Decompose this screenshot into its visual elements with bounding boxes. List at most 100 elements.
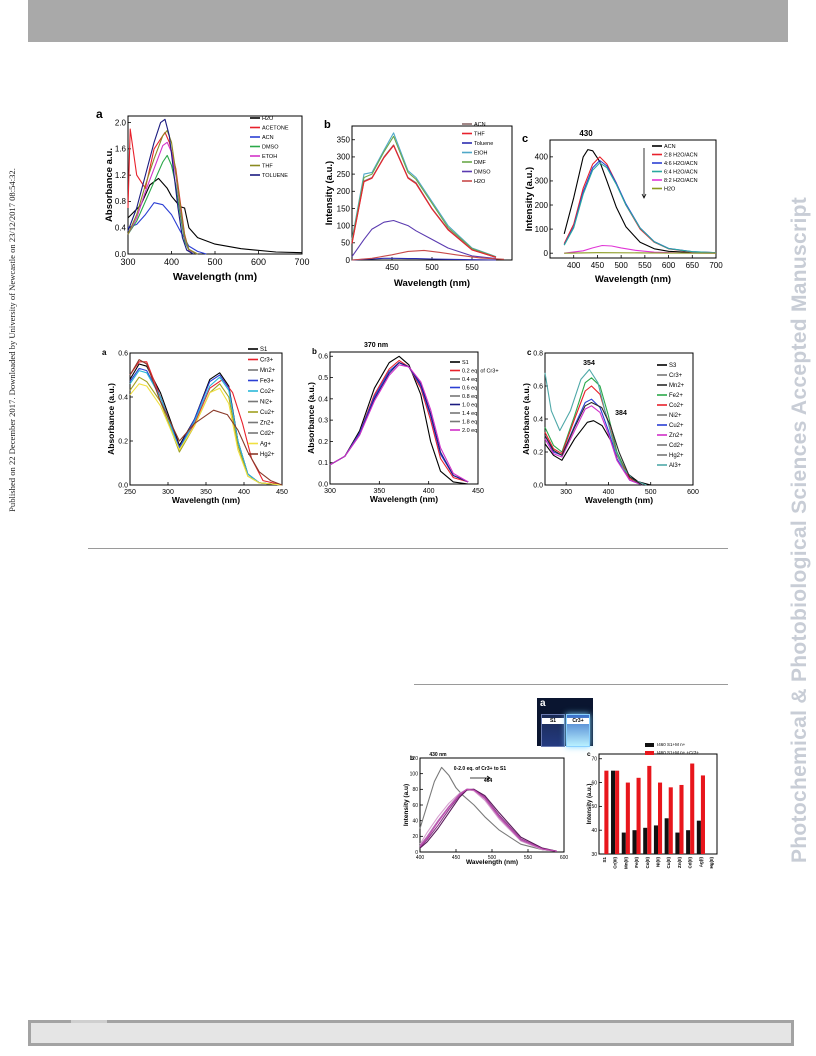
y-axis-label: Absorbance a.u. — [104, 148, 115, 222]
published-note: Published on 22 December 2017. Downloade… — [7, 168, 17, 512]
legend-label: H2O — [474, 179, 486, 185]
vial-cr: Cr3+ — [566, 714, 590, 747]
y-tick-label: 50 — [341, 239, 350, 248]
x-axis-label: Wavelength (nm) — [173, 271, 257, 283]
legend-label: S1 — [462, 360, 469, 366]
x-category-label: Cr(III) — [613, 856, 618, 868]
legend-label: Zn2+ — [669, 433, 683, 439]
series-line-etoh — [351, 132, 497, 258]
x-category-label: Hg(II) — [709, 857, 714, 869]
legend-label: ACETONE — [262, 126, 289, 132]
down-arrow-head — [641, 193, 647, 199]
x-tick-label: 550 — [524, 855, 533, 861]
legend-label: THF — [474, 132, 485, 138]
legend-label: 6:4 H2O/ACN — [664, 170, 698, 176]
y-tick-label: 30 — [591, 852, 597, 858]
vial-label: S1 — [542, 718, 564, 724]
legend-label: Cd2+ — [260, 431, 275, 437]
panel-label: c — [522, 133, 528, 145]
series-line-acn — [563, 149, 717, 254]
x-tick-label: 300 — [560, 489, 572, 496]
x-axis-label: Wavelength (nm) — [370, 494, 438, 504]
x-tick-label: 400 — [603, 489, 615, 496]
series-line-s1 — [419, 766, 557, 852]
legend-label: ETOH — [262, 154, 277, 160]
x-category-label: Cd(II) — [688, 857, 693, 869]
x-category-label: Co(II) — [645, 857, 650, 869]
legend-label: Cu2+ — [669, 423, 684, 429]
x-tick-label: 450 — [591, 261, 605, 270]
x-tick-label: 600 — [560, 855, 569, 861]
x-tick-label: 450 — [452, 855, 461, 861]
y-tick-label: 0.0 — [318, 481, 328, 488]
panel-label: c — [587, 751, 591, 758]
bar — [621, 832, 626, 854]
y-tick-label: 0.0 — [115, 250, 127, 259]
series-line-toluene — [351, 257, 497, 261]
y-tick-label: 0.8 — [115, 197, 127, 206]
legend-label: ACN — [262, 135, 274, 141]
bar — [690, 763, 695, 854]
legend-label: Co2+ — [260, 389, 275, 395]
vial-photo: a S1 Cr3+ — [537, 698, 593, 747]
x-category-label: Cu(II) — [666, 857, 671, 869]
y-axis-label: Intensity (a.u.) — [524, 167, 535, 231]
x-tick-label: 350 — [200, 489, 212, 496]
x-category-label: S1 — [602, 857, 607, 863]
legend-label: 1.0 eq. — [462, 403, 479, 409]
y-axis-label: Absorbance (a.u.) — [521, 383, 531, 455]
y-tick-label: 40 — [412, 818, 418, 824]
y-tick-label: 0.2 — [533, 449, 543, 456]
divider-line — [88, 548, 728, 549]
legend-label: 0.6 eq. — [462, 386, 479, 392]
x-axis-label: Wavelength (nm) — [585, 495, 653, 505]
bar — [636, 777, 641, 854]
series-line-al3- — [544, 368, 647, 486]
series-line-hg2- — [129, 359, 283, 486]
legend-swatch — [645, 743, 654, 747]
x-tick-label: 700 — [709, 261, 723, 270]
series-line-dmf — [351, 135, 497, 258]
right-arrow-head — [486, 775, 491, 781]
series-line-dmso — [127, 154, 198, 255]
legend-label: Ag+ — [260, 442, 271, 448]
series-line-fe3- — [129, 367, 283, 486]
y-tick-label: 1.6 — [115, 145, 127, 154]
y-tick-label: 0.1 — [318, 460, 328, 467]
annotation: 0-2.0 eq. of Cr3+ to S1 — [454, 766, 507, 772]
legend-label: 0.4 eq. — [462, 377, 479, 383]
x-tick-label: 500 — [207, 257, 222, 267]
series-line-zn2- — [544, 405, 643, 486]
plot-frame — [127, 115, 303, 255]
bar — [643, 827, 648, 854]
y-axis-label: Intensity (a.u) — [403, 784, 410, 826]
legend-label: Co2+ — [669, 403, 684, 409]
x-tick-label: 600 — [662, 261, 676, 270]
bar — [700, 775, 705, 854]
x-category-label: Ni(II) — [656, 857, 661, 867]
legend-label: H2O — [262, 116, 274, 122]
legend-label: THF — [262, 164, 273, 170]
legend-label: 0.2 eq. of Cr3+ — [462, 369, 499, 375]
x-tick-label: 350 — [373, 488, 385, 495]
panel-label: c — [527, 348, 532, 357]
plot-frame — [549, 139, 717, 259]
bar — [679, 784, 684, 854]
x-tick-label: 450 — [276, 489, 288, 496]
series-line-thf — [351, 145, 497, 258]
chart-a-absorbance-solvents: a 0.0 0.4 0.8 1.2 1.6 2.0 300 400 500 600 700 Wavele… — [96, 107, 310, 283]
y-axis-label: Absorbance (a.u.) — [106, 383, 116, 455]
y-tick-label: 60 — [591, 780, 597, 786]
bar — [668, 787, 673, 854]
legend-label: ACN — [474, 122, 486, 128]
annotation: 384 — [615, 410, 627, 417]
legend-label: ACN — [664, 144, 676, 150]
legend-label: H2O — [664, 187, 676, 193]
y-tick-label: 0 — [415, 850, 418, 856]
x-tick-label: 300 — [162, 489, 174, 496]
series-line-thf — [127, 129, 198, 255]
y-tick-label: 0 — [346, 256, 351, 265]
legend-label: 4:6 H2O/ACN — [664, 161, 698, 167]
legend-label: Hg2+ — [260, 452, 275, 458]
chart-c-absorbance-metals-s3: c 0.0 0.2 0.4 0.6 0.8 300 400 500 600 Wavelength (… — [521, 348, 699, 505]
